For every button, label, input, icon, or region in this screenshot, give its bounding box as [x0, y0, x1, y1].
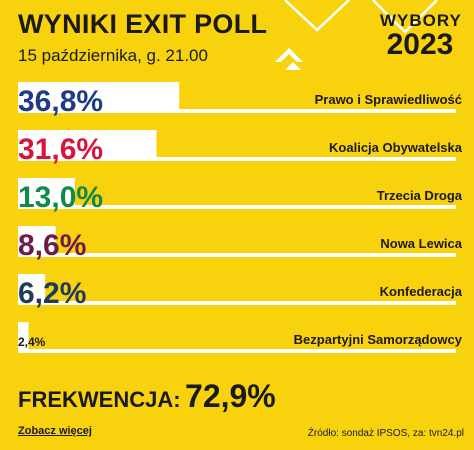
bar [18, 178, 75, 209]
page-subtitle: 15 października, g. 21.00 [18, 46, 208, 65]
bar [18, 322, 29, 353]
bar-track [18, 349, 456, 353]
bar-track [18, 109, 456, 113]
turnout-label: FREKWENCJA: [18, 387, 181, 412]
category-label: Konfederacja [380, 284, 463, 299]
see-more-link[interactable]: Zobacz więcej [18, 425, 92, 437]
category-label: Trzecia Droga [377, 188, 463, 203]
bar [18, 274, 46, 305]
bar [18, 82, 180, 113]
decorative-graphic [275, 0, 438, 70]
bar-value-label: 2,4% [18, 335, 46, 349]
bar [18, 130, 157, 161]
category-label: Koalicja Obywatelska [329, 140, 463, 155]
bar-track [18, 253, 456, 257]
bar-value-label: 31,6% [18, 133, 103, 166]
logo-line2: 2023 [386, 28, 454, 61]
category-label: Prawo i Sprawiedliwość [315, 92, 462, 107]
category-label: Bezpartyjni Samorządowcy [294, 332, 463, 347]
bar-value-label: 8,6% [18, 229, 86, 262]
elections-logo: WYBORY 2023 [380, 11, 462, 61]
turnout-value: 72,9% [185, 378, 276, 414]
bar [18, 226, 56, 257]
bar-value-label: 36,8% [18, 85, 103, 118]
bar-track [18, 301, 456, 305]
bar-value-label: 13,0% [18, 181, 103, 214]
page-title: WYNIKI EXIT POLL [18, 9, 268, 39]
bar-track [18, 205, 456, 209]
results-chart: 36,8% Prawo i Sprawiedliwość 31,6% Koalicja… [18, 82, 463, 353]
bar-track [18, 157, 456, 161]
source-note: Źródło: sondaż IPSOS, za: tvn24.pl [307, 428, 464, 439]
turnout: FREKWENCJA: 72,9% [18, 378, 276, 415]
logo-line1: WYBORY [380, 11, 462, 30]
bar-value-label: 6,2% [18, 277, 86, 310]
category-label: Nowa Lewica [380, 236, 462, 251]
